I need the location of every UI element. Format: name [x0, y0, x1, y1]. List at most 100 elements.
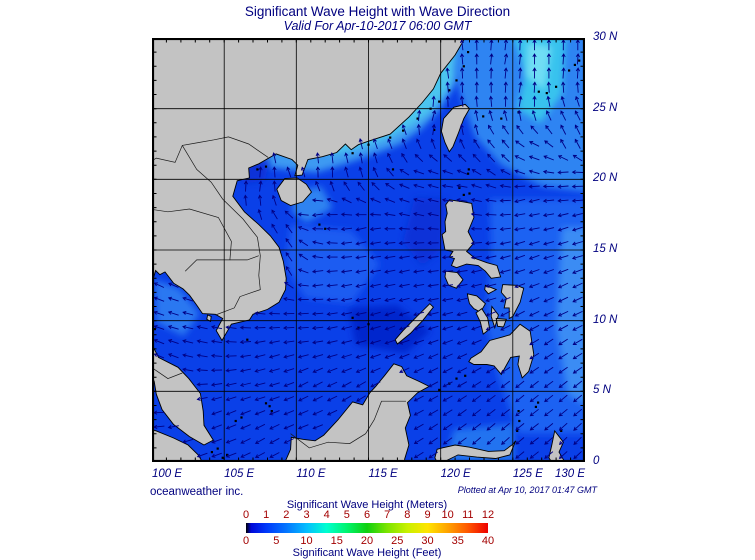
- colorbar-tick-label: 3: [303, 509, 310, 521]
- valid-time-subtitle: Valid For Apr-10-2017 06:00 GMT: [283, 19, 472, 33]
- island-dot: [226, 453, 229, 456]
- land-sumatra: [152, 429, 203, 462]
- island-dot: [240, 416, 243, 419]
- colorbar-tick-label: 1: [263, 509, 270, 521]
- lat-tick-label: 15 N: [593, 243, 618, 255]
- land-luzon: [441, 199, 502, 279]
- colorbar-tick-label: 10: [300, 535, 313, 547]
- lat-tick-label: 30 N: [593, 31, 618, 43]
- colorbar-tick-label: 10: [441, 509, 454, 521]
- land-panay: [466, 293, 486, 313]
- colorbar-tick-label: 9: [424, 509, 431, 521]
- island-dot: [234, 419, 237, 423]
- ocean-patch-far-east-lighter: [556, 227, 585, 405]
- lon-tick-label: 120 E: [440, 468, 471, 480]
- island-dot: [537, 90, 540, 93]
- island-dot: [455, 79, 458, 82]
- island-dot: [518, 419, 521, 423]
- island-dot: [221, 456, 224, 459]
- island-dot: [560, 429, 563, 432]
- island-dot: [210, 451, 213, 454]
- colorbar-tick-label: 7: [384, 509, 391, 521]
- lat-tick-label: 5 N: [593, 384, 611, 397]
- land-mindanao: [468, 323, 535, 379]
- island-dot: [438, 100, 441, 103]
- island-dot: [568, 69, 571, 72]
- island-dot: [153, 328, 156, 331]
- border-malaysia-thailand: [153, 368, 183, 379]
- island-dot: [534, 405, 537, 408]
- lat-tick-label: 25 N: [593, 101, 618, 114]
- island-dot: [402, 129, 405, 132]
- lat-tick-label: 10 N: [593, 313, 618, 326]
- island-dot: [467, 168, 470, 171]
- island-dot: [462, 65, 465, 68]
- island-dot: [391, 168, 395, 171]
- wave-direction-arrows: [153, 38, 584, 460]
- graticule-grid: [152, 38, 585, 462]
- colorbar-tick-label: 40: [481, 535, 495, 547]
- island-dot: [264, 165, 268, 168]
- colorbar-tick-label: 35: [451, 535, 464, 547]
- colorbar-tick-label: 2: [283, 509, 290, 521]
- longitude-axis: 100 E 105 E 110 E 115 E 120 E 125 E 130 E: [152, 468, 585, 482]
- wave-height-map: [151, 37, 586, 463]
- colorbar-tick-label: 0: [242, 509, 250, 521]
- colorbar-tick-label: 5: [343, 509, 350, 521]
- colorbar-title-meters: Significant Wave Height (Meters): [286, 499, 448, 511]
- island-dot: [467, 172, 470, 175]
- colorbar-title-feet: Significant Wave Height (Feet): [292, 547, 442, 559]
- latitude-axis: 30 N 25 N 20 N 15 N 10 N 5 N 0: [593, 31, 643, 467]
- island-dot: [438, 388, 441, 391]
- border-borneo-my-id: [290, 400, 406, 449]
- ocean-patch-gulf-thailand-light: [154, 279, 200, 337]
- island-dot: [545, 92, 548, 95]
- land-borneo: [284, 363, 431, 462]
- colorbar-tick-label: 8: [404, 509, 411, 521]
- border-thailand-laos: [152, 208, 232, 272]
- colorbar-feet-ticks: 0 5 10 15 20 25 30 35 40: [242, 535, 494, 547]
- border-china-vietnam-laos: [152, 136, 269, 163]
- land-taiwan: [440, 103, 471, 153]
- colorbar-tick-label: 11: [462, 509, 474, 521]
- island-dot: [433, 128, 436, 131]
- island-dot: [516, 429, 519, 432]
- island-dot: [482, 115, 485, 118]
- island-dot: [416, 117, 419, 120]
- colorbar-tick-label: 0: [242, 535, 250, 547]
- island-dot: [500, 117, 503, 120]
- branding-text: oceanweather inc.: [150, 486, 244, 498]
- island-dot: [555, 85, 558, 88]
- island-dot: [389, 136, 392, 139]
- island-dot: [517, 410, 520, 413]
- map-canvas: [151, 37, 586, 463]
- colorbar-tick-label: 6: [363, 509, 371, 521]
- island-dot: [324, 227, 327, 230]
- island-dot: [464, 374, 467, 377]
- page-title: Significant Wave Height with Wave Direct…: [244, 4, 511, 19]
- colorbar-tick-label: 30: [421, 535, 434, 547]
- ocean-patch-ne-cyan-bright: [525, 42, 552, 91]
- island-dot: [462, 193, 465, 196]
- land-hainan: [276, 177, 313, 206]
- lon-tick-label: 125 E: [512, 468, 543, 480]
- island-dot: [318, 223, 321, 226]
- colorbar-meters-ticks: 0 1 2 3 4 5 6 7 8 9 10 11 12: [242, 509, 494, 521]
- island-dot: [357, 326, 360, 329]
- island-dot: [468, 192, 471, 195]
- island-dot: [578, 59, 581, 62]
- lon-tick-label: 105 E: [224, 468, 255, 480]
- border-vietnam-west: [181, 145, 261, 316]
- island-dot: [448, 89, 451, 92]
- land-phu-quoc: [206, 314, 212, 323]
- colorbar-tick-label: 15: [330, 535, 343, 547]
- island-dot: [270, 410, 273, 413]
- colorbar-tick-label: 4: [323, 509, 330, 521]
- plotted-at-text: Plotted at Apr 10, 2017 01:47 GMT: [457, 485, 597, 495]
- lat-tick-label: 0: [593, 455, 600, 467]
- colorbar-tick-label: 12: [481, 509, 495, 521]
- land-sulawesi-north-arm: [434, 440, 517, 462]
- island-dot: [216, 447, 219, 450]
- land-negros: [475, 308, 491, 335]
